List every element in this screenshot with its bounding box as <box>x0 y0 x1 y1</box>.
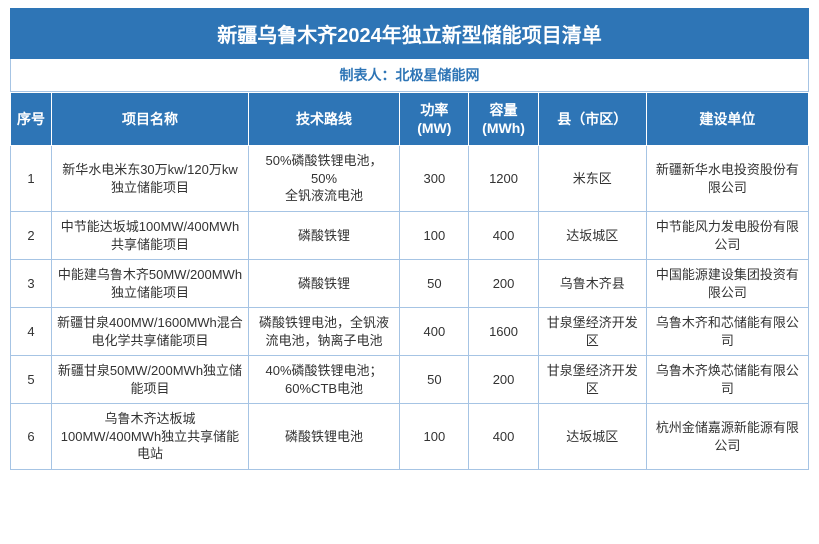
cell-cap: 1600 <box>469 308 538 356</box>
cell-tech: 磷酸铁锂电池 <box>248 404 399 470</box>
table-row: 2 中节能达坂城100MW/400MWh共享储能项目 磷酸铁锂 100 400 … <box>11 212 809 260</box>
col-header-seq: 序号 <box>11 93 52 146</box>
cell-power: 50 <box>400 260 469 308</box>
cell-tech: 40%磷酸铁锂电池；60%CTB电池 <box>248 356 399 404</box>
cell-seq: 4 <box>11 308 52 356</box>
cell-seq: 1 <box>11 146 52 212</box>
page-title: 新疆乌鲁木齐2024年独立新型储能项目清单 <box>10 8 809 59</box>
cell-tech: 磷酸铁锂 <box>248 260 399 308</box>
col-header-power: 功率(MW) <box>400 93 469 146</box>
cell-tech: 磷酸铁锂 <box>248 212 399 260</box>
cell-unit: 乌鲁木齐和芯储能有限公司 <box>646 308 808 356</box>
cell-power: 50 <box>400 356 469 404</box>
cell-unit: 乌鲁木齐焕芯储能有限公司 <box>646 356 808 404</box>
col-header-county: 县（市区） <box>538 93 646 146</box>
table-header-row: 序号 项目名称 技术路线 功率(MW) 容量(MWh) 县（市区） 建设单位 <box>11 93 809 146</box>
cell-seq: 3 <box>11 260 52 308</box>
cell-county: 甘泉堡经济开发区 <box>538 356 646 404</box>
col-header-name: 项目名称 <box>52 93 249 146</box>
cell-cap: 1200 <box>469 146 538 212</box>
cell-power: 300 <box>400 146 469 212</box>
cell-name: 新疆甘泉400MW/1600MWh混合电化学共享储能项目 <box>52 308 249 356</box>
cell-name: 乌鲁木齐达板城100MW/400MWh独立共享储能电站 <box>52 404 249 470</box>
cell-unit: 杭州金储嘉源新能源有限公司 <box>646 404 808 470</box>
cell-unit: 中节能风力发电股份有限公司 <box>646 212 808 260</box>
cell-unit: 中国能源建设集团投资有限公司 <box>646 260 808 308</box>
cell-cap: 400 <box>469 212 538 260</box>
cell-seq: 6 <box>11 404 52 470</box>
cell-seq: 2 <box>11 212 52 260</box>
cell-seq: 5 <box>11 356 52 404</box>
cell-cap: 400 <box>469 404 538 470</box>
table-container: 新疆乌鲁木齐2024年独立新型储能项目清单 制表人：北极星储能网 序号 项目名称… <box>0 0 819 478</box>
cell-county: 甘泉堡经济开发区 <box>538 308 646 356</box>
table-row: 3 中能建乌鲁木齐50MW/200MWh独立储能项目 磷酸铁锂 50 200 乌… <box>11 260 809 308</box>
cell-county: 达坂城区 <box>538 404 646 470</box>
cell-name: 中能建乌鲁木齐50MW/200MWh独立储能项目 <box>52 260 249 308</box>
table-row: 1 新华水电米东30万kw/120万kw独立储能项目 50%磷酸铁锂电池，50%… <box>11 146 809 212</box>
cell-tech: 磷酸铁锂电池，全钒液流电池，钠离子电池 <box>248 308 399 356</box>
cell-cap: 200 <box>469 260 538 308</box>
cell-name: 中节能达坂城100MW/400MWh共享储能项目 <box>52 212 249 260</box>
cell-cap: 200 <box>469 356 538 404</box>
cell-county: 乌鲁木齐县 <box>538 260 646 308</box>
cell-power: 400 <box>400 308 469 356</box>
col-header-cap: 容量(MWh) <box>469 93 538 146</box>
table-author: 制表人：北极星储能网 <box>10 59 809 92</box>
table-row: 6 乌鲁木齐达板城100MW/400MWh独立共享储能电站 磷酸铁锂电池 100… <box>11 404 809 470</box>
projects-table: 序号 项目名称 技术路线 功率(MW) 容量(MWh) 县（市区） 建设单位 1… <box>10 92 809 470</box>
cell-power: 100 <box>400 212 469 260</box>
cell-unit: 新疆新华水电投资股份有限公司 <box>646 146 808 212</box>
cell-name: 新疆甘泉50MW/200MWh独立储能项目 <box>52 356 249 404</box>
cell-power: 100 <box>400 404 469 470</box>
cell-name: 新华水电米东30万kw/120万kw独立储能项目 <box>52 146 249 212</box>
cell-tech: 50%磷酸铁锂电池，50%全钒液流电池 <box>248 146 399 212</box>
col-header-unit: 建设单位 <box>646 93 808 146</box>
table-row: 4 新疆甘泉400MW/1600MWh混合电化学共享储能项目 磷酸铁锂电池，全钒… <box>11 308 809 356</box>
col-header-tech: 技术路线 <box>248 93 399 146</box>
table-body: 1 新华水电米东30万kw/120万kw独立储能项目 50%磷酸铁锂电池，50%… <box>11 146 809 470</box>
cell-county: 米东区 <box>538 146 646 212</box>
table-row: 5 新疆甘泉50MW/200MWh独立储能项目 40%磷酸铁锂电池；60%CTB… <box>11 356 809 404</box>
cell-county: 达坂城区 <box>538 212 646 260</box>
